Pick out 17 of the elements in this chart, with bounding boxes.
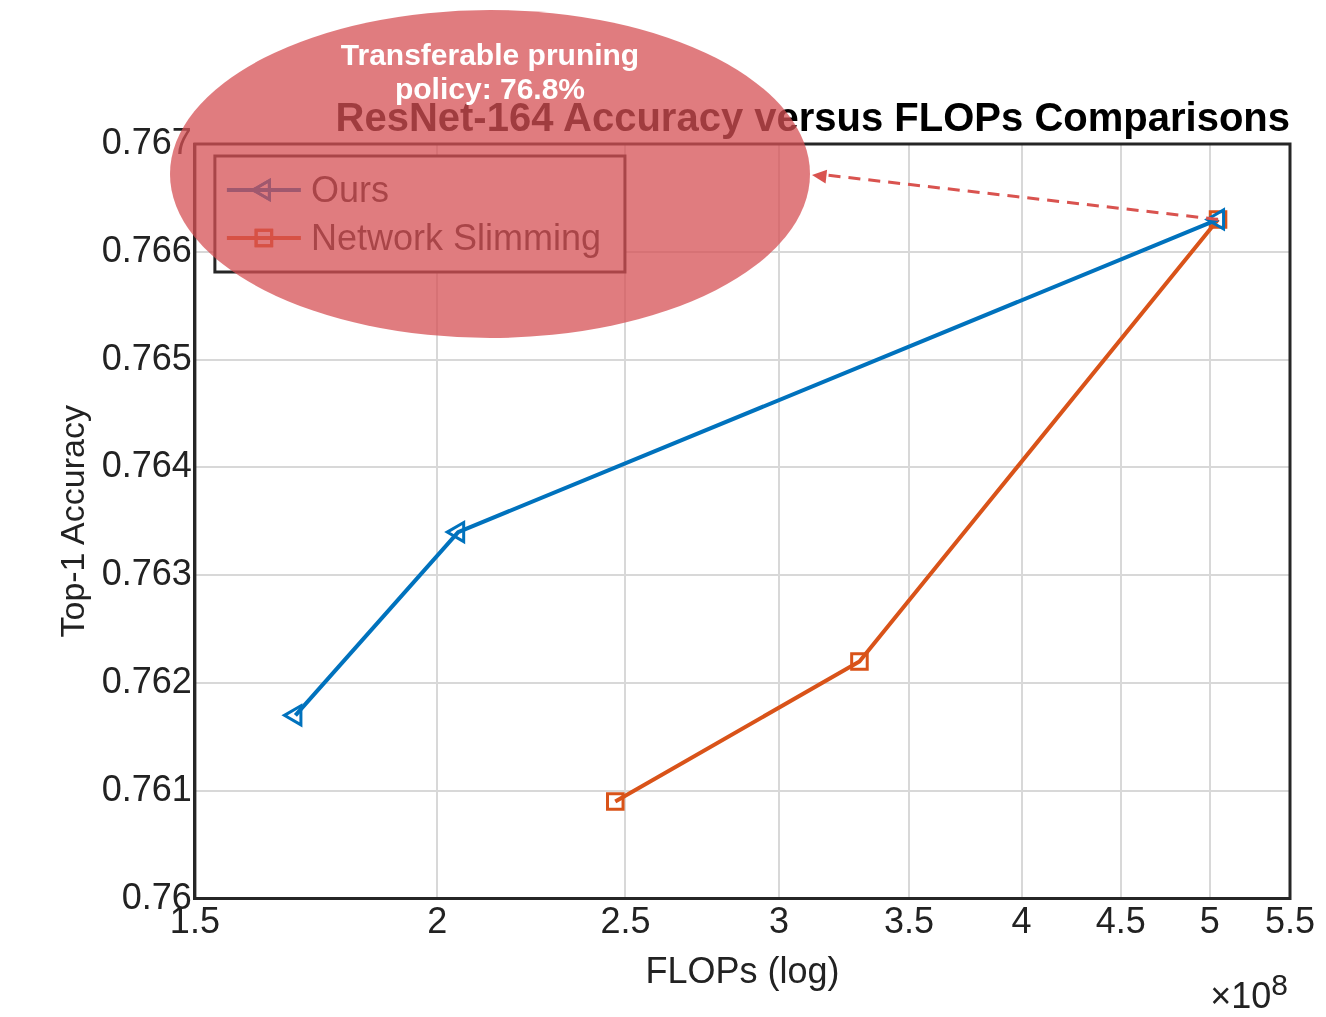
y-tick-label: 0.765 (101, 336, 192, 378)
x-tick-label: 5.5 (1264, 900, 1316, 942)
x-tick-label: 2 (427, 900, 448, 942)
text: ×10$^{8}$ (1210, 968, 1288, 1017)
x-tick-label: 4 (1011, 900, 1032, 942)
y-tick-label: 0.764 (101, 444, 192, 486)
y-tick-label: 0.761 (101, 767, 192, 809)
x-tick-label: 5 (1199, 900, 1220, 942)
x-axis-title: FLOPs (log) (645, 950, 840, 992)
x-tick-label: 3.5 (884, 900, 935, 942)
x-tick-label: 2.5 (600, 900, 651, 942)
y-tick-label: 0.766 (101, 228, 192, 270)
y-tick-label: 0.762 (101, 659, 192, 701)
x-tick-label: 3 (769, 900, 790, 942)
y-axis-title: Top-1 Accuracy (52, 405, 91, 638)
y-tick-label: 0.763 (101, 552, 192, 594)
x-tick-label: 4.5 (1095, 900, 1146, 942)
